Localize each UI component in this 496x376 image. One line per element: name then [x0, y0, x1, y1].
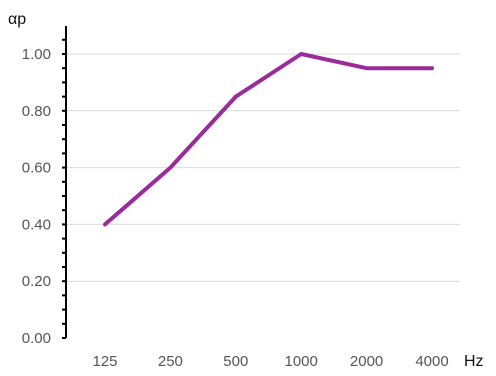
y-tick-label: 0.20 — [22, 273, 51, 290]
x-tick-label: 2000 — [350, 353, 383, 370]
y-tick-label: 0.40 — [22, 216, 51, 233]
y-tick-label: 0.60 — [22, 160, 51, 177]
series-line — [103, 52, 434, 227]
x-axis-title: Hz — [464, 353, 484, 370]
y-tick-label: 0.80 — [22, 103, 51, 120]
x-tick-label: 1000 — [285, 353, 318, 370]
x-tick-label: 125 — [92, 353, 117, 370]
y-axis-title: αp — [8, 11, 26, 28]
x-tick-label: 250 — [158, 353, 183, 370]
y-tick-label: 0.00 — [22, 330, 51, 347]
y-tick-labels: 0.00 0.20 0.40 0.60 0.80 1.00 — [22, 46, 51, 347]
axes — [62, 26, 67, 339]
x-tick-labels: 125 250 500 1000 2000 4000 — [92, 353, 448, 370]
gridlines — [66, 53, 460, 282]
x-tick-label: 500 — [223, 353, 248, 370]
x-tick-label: 4000 — [415, 353, 448, 370]
y-tick-label: 1.00 — [22, 46, 51, 63]
